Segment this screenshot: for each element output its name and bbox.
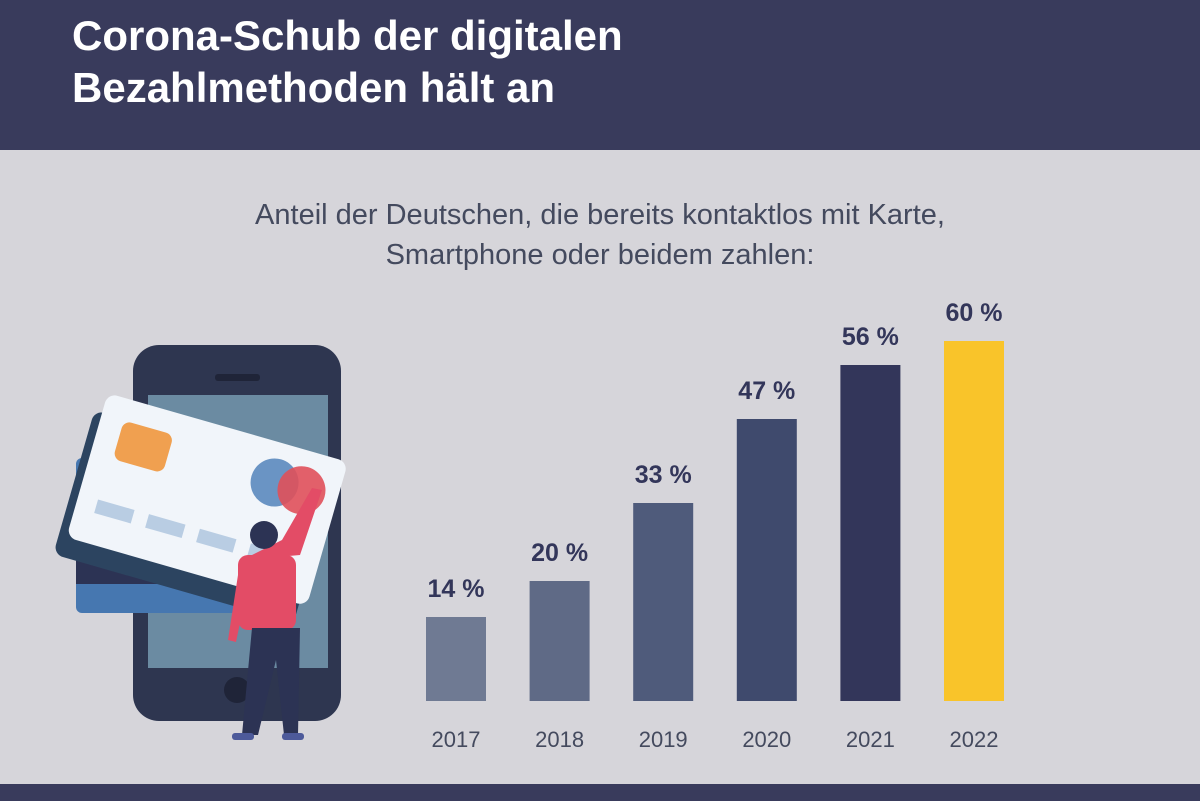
x-tick-label-2017: 2017 bbox=[432, 727, 481, 752]
x-tick-label-2020: 2020 bbox=[742, 727, 791, 752]
data-label-2020: 47 % bbox=[738, 377, 795, 405]
phone-speaker bbox=[215, 374, 260, 381]
bar-2022 bbox=[944, 341, 1004, 701]
person-icon bbox=[228, 488, 322, 740]
payment-illustration bbox=[55, 345, 346, 740]
data-label-2019: 33 % bbox=[635, 461, 692, 489]
data-label-2022: 60 % bbox=[946, 299, 1003, 327]
data-label-2017: 14 % bbox=[428, 575, 485, 603]
x-tick-label-2021: 2021 bbox=[846, 727, 895, 752]
x-tick-label-2022: 2022 bbox=[950, 727, 999, 752]
bar-2020 bbox=[736, 419, 797, 701]
chart-subtitle: Anteil der Deutschen, die bereits kontak… bbox=[255, 199, 945, 271]
x-tick-label-2018: 2018 bbox=[535, 727, 584, 752]
bar-2019 bbox=[633, 503, 694, 701]
chart-title: Corona-Schub der digitalen Bezahlmethode… bbox=[72, 12, 623, 111]
data-label-2018: 20 % bbox=[531, 539, 588, 567]
data-label-2021: 56 % bbox=[842, 323, 899, 351]
x-tick-label-2019: 2019 bbox=[639, 727, 688, 752]
footer-band bbox=[0, 784, 1200, 801]
bar-2021 bbox=[840, 365, 901, 701]
bar-2018 bbox=[529, 581, 590, 701]
phone-home-button bbox=[224, 677, 250, 703]
bar-2017 bbox=[426, 617, 486, 701]
header-band: Corona-Schub der digitalen Bezahlmethode… bbox=[0, 0, 1200, 150]
